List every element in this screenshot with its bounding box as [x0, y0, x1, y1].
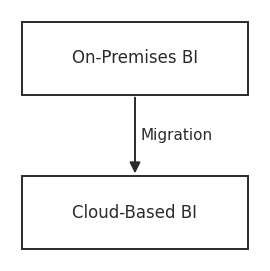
FancyBboxPatch shape [22, 22, 248, 95]
Text: Cloud-Based BI: Cloud-Based BI [73, 204, 197, 222]
Text: Migration: Migration [140, 128, 212, 143]
FancyBboxPatch shape [22, 176, 248, 249]
Text: On-Premises BI: On-Premises BI [72, 49, 198, 67]
